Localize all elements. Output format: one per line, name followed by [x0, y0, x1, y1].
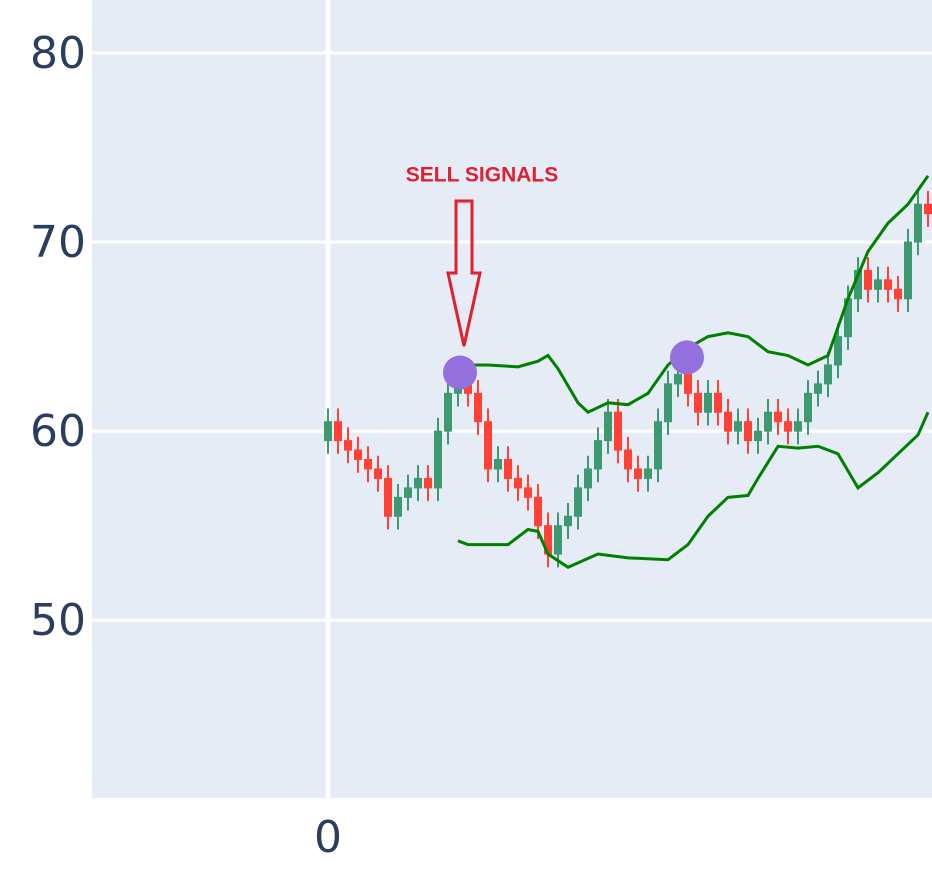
candle-body [554, 525, 562, 555]
candle-body [734, 421, 742, 432]
candle-body [614, 411, 622, 451]
sell-signal [443, 355, 477, 390]
candle-body [874, 279, 882, 290]
candle-body [584, 468, 592, 489]
sell-signal [670, 340, 704, 375]
candle-body [364, 459, 372, 470]
candle-body [924, 203, 932, 215]
marks [324, 174, 932, 570]
candle-body [794, 421, 802, 432]
y-tick-label: 50 [30, 595, 86, 646]
annotation-text: SELL SIGNALS [406, 164, 558, 187]
candle-body [534, 496, 542, 527]
candle-body [594, 440, 602, 470]
candle-body [514, 477, 522, 489]
candle-body [404, 487, 412, 498]
candle-body [574, 487, 582, 517]
candle-body [804, 392, 812, 423]
candle-body [354, 449, 362, 461]
candle-body [884, 279, 892, 290]
candle-body [694, 392, 702, 413]
candle-body [754, 430, 762, 442]
candle-body [634, 468, 642, 479]
candle-body [904, 241, 912, 300]
candle-body [504, 459, 512, 479]
candle-body [714, 392, 722, 413]
candle-body [914, 203, 922, 243]
candle-body [664, 383, 672, 423]
candle-body [644, 468, 652, 479]
candle-body [814, 383, 822, 394]
candle-body [474, 392, 482, 423]
y-tick-label: 60 [30, 406, 86, 457]
candle-body [724, 411, 732, 432]
candle-body [784, 421, 792, 432]
candle-body [494, 459, 502, 470]
y-tick-label: 70 [30, 217, 86, 268]
candle-body [394, 496, 402, 517]
x-tick-label: 0 [314, 812, 342, 863]
candle-body [424, 477, 432, 489]
candle-body [324, 421, 332, 442]
plot-area [92, 0, 932, 798]
candle-body [894, 288, 902, 300]
bollinger-band [457, 411, 930, 570]
candle-body [414, 477, 422, 489]
candle-body [524, 487, 532, 498]
candle-body [774, 411, 782, 423]
candle-body [864, 269, 872, 290]
candle-body [604, 411, 612, 442]
candle-body [704, 392, 712, 413]
candle-body [384, 477, 392, 517]
annotation-arrow [446, 199, 482, 347]
candle-body [684, 373, 692, 394]
candle-body [834, 336, 842, 366]
y-tick-label: 80 [30, 28, 86, 79]
candle-body [674, 373, 682, 385]
candle-body [444, 392, 452, 432]
candle-body [764, 411, 772, 432]
candle-body [374, 468, 382, 479]
candle-body [434, 430, 442, 489]
candle-body [654, 421, 662, 470]
candle-body [744, 421, 752, 442]
candle-body [564, 515, 572, 527]
candle-body [824, 364, 832, 385]
candle-body [344, 440, 352, 451]
candle-body [484, 421, 492, 470]
grid [92, 0, 932, 798]
candle-body [334, 421, 342, 442]
candle-body [624, 449, 632, 470]
